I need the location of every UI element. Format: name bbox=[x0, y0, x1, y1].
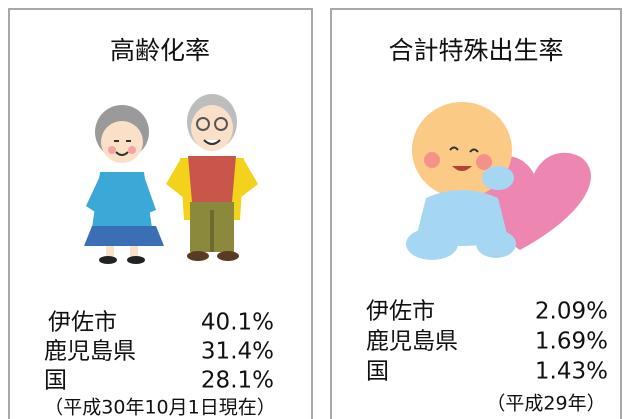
panel-title: 合計特殊出生率 bbox=[388, 36, 563, 65]
row-value: 1.43% bbox=[535, 359, 608, 385]
page: 高齢化率 伊佐市 40.1% 鹿児島県 31.4% 国 28.1% （平成30年… bbox=[0, 0, 629, 419]
row-label: 鹿児島県 bbox=[44, 339, 136, 365]
row-label: 国 bbox=[366, 359, 389, 385]
row-label: 伊佐市 bbox=[366, 299, 435, 325]
row-value: 31.4% bbox=[201, 339, 274, 365]
row-value: 28.1% bbox=[201, 368, 274, 394]
row-label: 伊佐市 bbox=[48, 310, 117, 336]
row-label: 国 bbox=[44, 368, 67, 394]
panel-note: （平成30年10月1日現在） bbox=[44, 397, 275, 419]
row-value: 2.09% bbox=[535, 299, 608, 325]
row-value: 1.69% bbox=[535, 329, 608, 355]
panel-title: 高齢化率 bbox=[110, 36, 210, 65]
row-label: 鹿児島県 bbox=[366, 329, 458, 355]
row-value: 40.1% bbox=[201, 310, 274, 336]
infographic: 高齢化率 伊佐市 40.1% 鹿児島県 31.4% 国 28.1% （平成30年… bbox=[0, 0, 629, 419]
panel-note: （平成29年） bbox=[486, 393, 605, 415]
